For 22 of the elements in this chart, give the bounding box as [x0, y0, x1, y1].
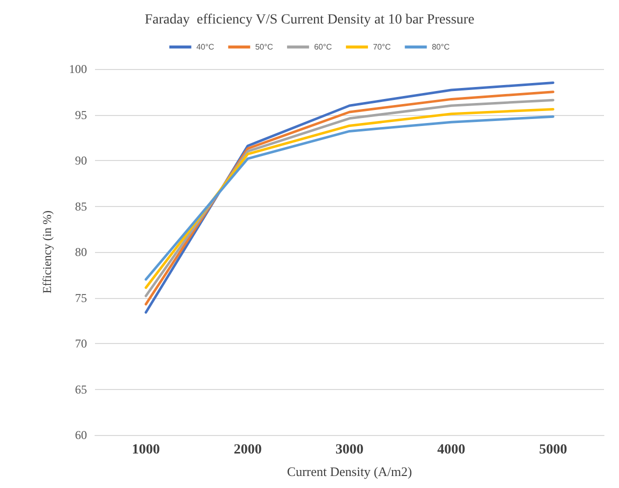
y-tick-label: 70 [75, 336, 87, 350]
legend-label: 50°C [255, 42, 274, 52]
y-axis-title: Efficiency (in %) [40, 210, 54, 294]
legend-label: 80°C [432, 42, 450, 52]
y-tick-label: 60 [75, 428, 87, 442]
x-tick-label: 5000 [539, 442, 568, 458]
legend-label: 60°C [314, 42, 332, 52]
x-tick-label: 3000 [336, 442, 364, 458]
y-tick-label: 85 [75, 199, 87, 214]
x-tick-label: 4000 [437, 442, 466, 458]
legend-label: 40°C [196, 42, 214, 52]
x-tick-label: 1000 [132, 442, 160, 458]
y-tick-label: 95 [75, 108, 87, 122]
y-tick-label: 75 [75, 290, 87, 305]
legend-label: 70°C [372, 42, 392, 52]
x-axis-title: Current Density (A/m2) [287, 464, 412, 479]
x-tick-label: 2000 [234, 442, 262, 458]
y-tick-label: 100 [69, 62, 87, 76]
y-tick-label: 65 [75, 382, 87, 396]
y-tick-label: 80 [75, 245, 87, 259]
chart-title: Faraday efficiency V/S Current Density at 10 bar Pressure [144, 12, 474, 28]
y-tick-label: 90 [75, 154, 87, 168]
